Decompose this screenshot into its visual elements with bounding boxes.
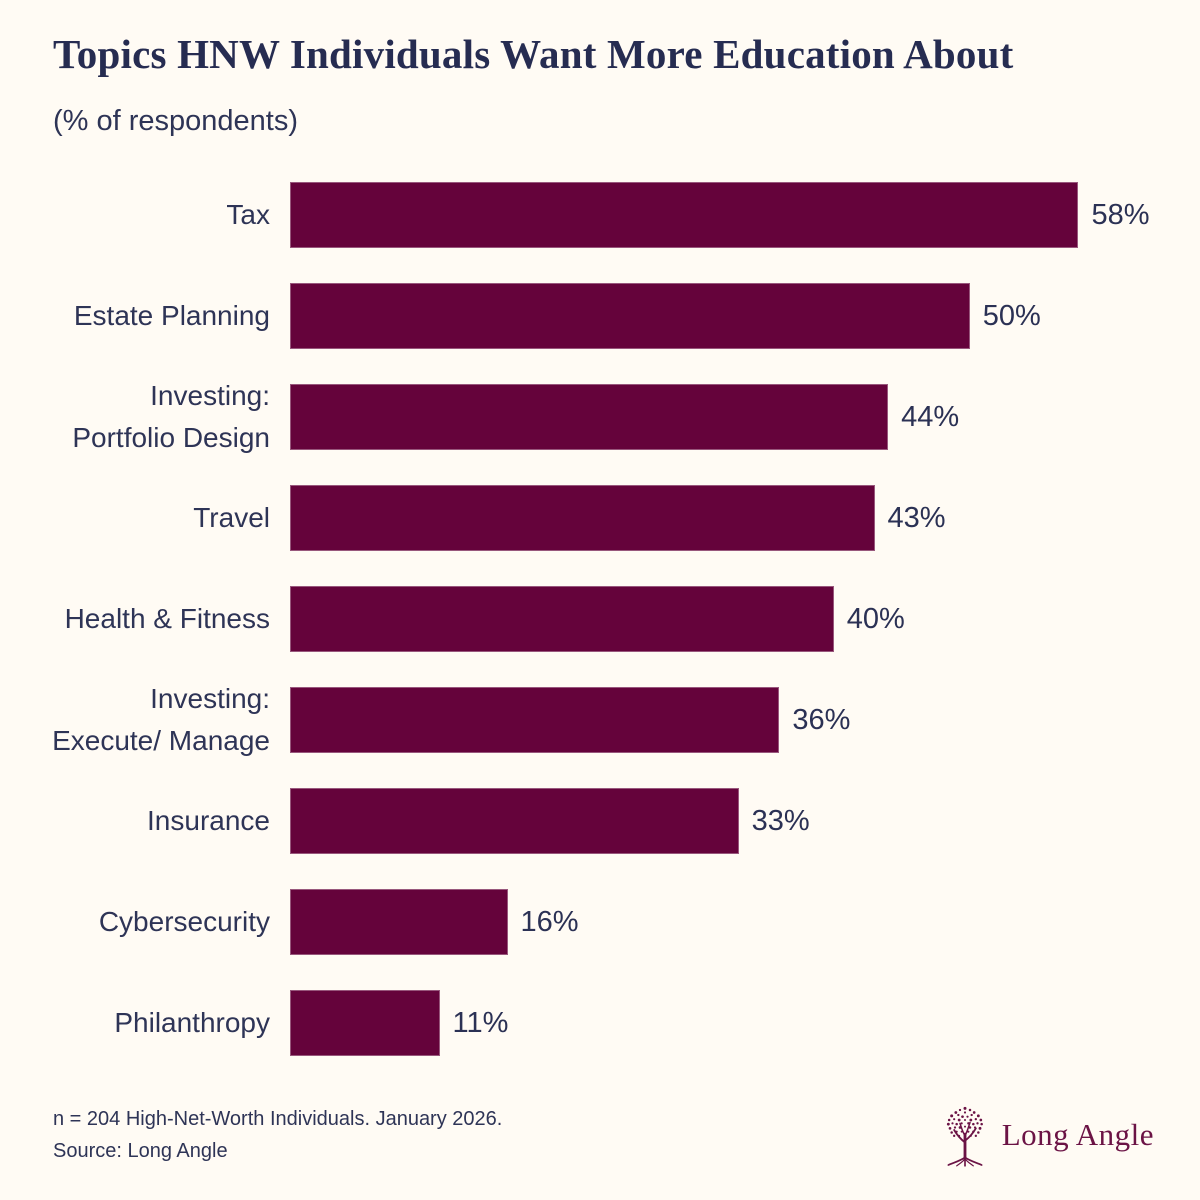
bar-track: 44% xyxy=(290,384,1160,451)
value-label: 43% xyxy=(887,501,946,534)
bar-track: 33% xyxy=(290,788,1160,855)
bar-row-insurance: Insurance 33% xyxy=(36,788,1160,855)
category-label: Cybersecurity xyxy=(98,906,270,938)
category-label: Travel xyxy=(193,502,270,534)
bar-row-investing-portfolio-design: Investing: Portfolio Design 44% xyxy=(36,380,1160,453)
bar-track: 40% xyxy=(290,586,1160,653)
bar xyxy=(290,283,970,350)
bar xyxy=(290,687,780,754)
category-label: Estate Planning xyxy=(73,300,270,332)
bar-row-health-fitness: Health & Fitness 40% xyxy=(36,586,1160,653)
bar xyxy=(290,384,889,451)
bar-row-philanthropy: Philanthropy 11% xyxy=(36,990,1160,1057)
bar xyxy=(290,788,739,855)
category-label: Investing: Execute/ Manage xyxy=(52,683,270,757)
category-label: Investing: Portfolio Design xyxy=(72,380,270,454)
footer: n = 204 High-Net-Worth Individuals. Janu… xyxy=(36,1102,1160,1168)
bar-chart: Tax 58% Estate Planning 50% Investing: P… xyxy=(36,182,1160,1057)
long-angle-logo: Long Angle xyxy=(940,1102,1154,1168)
logo-wordmark: Long Angle xyxy=(1001,1117,1154,1153)
value-label: 44% xyxy=(901,400,960,433)
category-label: Health & Fitness xyxy=(64,603,270,635)
bar xyxy=(290,485,875,552)
bar xyxy=(290,182,1079,249)
bar-row-investing-execute-manage: Investing: Execute/ Manage 36% xyxy=(36,683,1160,756)
bar xyxy=(290,889,508,956)
bar-track: 16% xyxy=(290,889,1160,956)
category-label: Insurance xyxy=(147,805,270,837)
bar-row-tax: Tax 58% xyxy=(36,182,1160,249)
bar xyxy=(290,586,834,653)
page-subtitle: (% of respondents) xyxy=(53,105,299,138)
value-label: 11% xyxy=(452,1006,509,1039)
page-title: Topics HNW Individuals Want More Educati… xyxy=(53,31,1014,77)
bar-track: 11% xyxy=(290,990,1160,1057)
value-label: 58% xyxy=(1091,198,1150,231)
category-label: Philanthropy xyxy=(114,1007,270,1039)
tree-icon xyxy=(946,1107,983,1167)
value-label: 16% xyxy=(520,905,579,938)
category-label: Tax xyxy=(226,199,270,231)
bar-track: 43% xyxy=(290,485,1160,552)
value-label: 33% xyxy=(751,804,810,837)
header: Topics HNW Individuals Want More Educati… xyxy=(36,28,1160,138)
footnote: n = 204 High-Net-Worth Individuals. Janu… xyxy=(53,1103,502,1167)
footnote-sample: n = 204 High-Net-Worth Individuals. Janu… xyxy=(53,1108,503,1131)
bar-track: 50% xyxy=(290,283,1160,350)
bar-row-cybersecurity: Cybersecurity 16% xyxy=(36,889,1160,956)
bar-track: 36% xyxy=(290,687,1160,754)
bar-track: 58% xyxy=(290,182,1160,249)
footnote-source: Source: Long Angle xyxy=(53,1140,228,1163)
bar-row-estate-planning: Estate Planning 50% xyxy=(36,283,1160,350)
value-label: 36% xyxy=(792,703,851,736)
value-label: 40% xyxy=(846,602,905,635)
bar-row-travel: Travel 43% xyxy=(36,485,1160,552)
value-label: 50% xyxy=(982,299,1041,332)
bar xyxy=(290,990,440,1057)
